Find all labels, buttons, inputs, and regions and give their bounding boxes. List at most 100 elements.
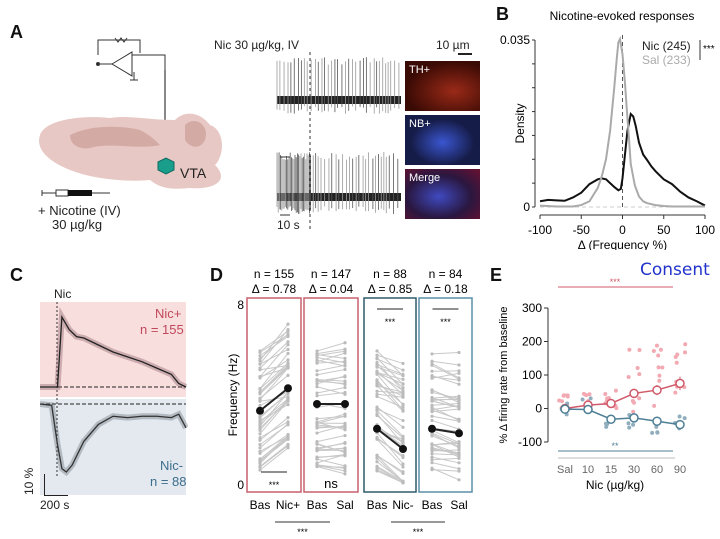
pair-point: [457, 407, 461, 411]
pair-point: [315, 385, 319, 389]
individual-point: [677, 414, 682, 419]
pair-point: [286, 435, 290, 439]
pair-point: [286, 420, 290, 424]
pair-point: [258, 357, 262, 361]
pair-line: [376, 466, 404, 484]
pair-line: [259, 445, 289, 468]
pair-point: [258, 436, 262, 440]
individual-point: [580, 397, 585, 402]
pair-point: [343, 446, 347, 450]
pair-line: [259, 421, 289, 439]
pair-point: [315, 442, 319, 446]
between-sig: ***: [413, 527, 424, 537]
pair-point: [375, 389, 379, 393]
individual-point: [614, 406, 619, 411]
pair-point: [315, 353, 319, 358]
x-tick-label: 0: [619, 223, 626, 237]
pair-point: [286, 366, 290, 370]
pair-line: [376, 371, 404, 380]
individual-point: [627, 425, 632, 430]
pair-point: [258, 390, 262, 394]
pair-point: [375, 349, 379, 353]
pair-point: [375, 378, 379, 382]
x-tick-label: -50: [573, 223, 591, 237]
pair-line: [259, 447, 289, 471]
x-tick-label: -100: [528, 223, 552, 237]
pair-point: [286, 351, 290, 356]
pair-point: [401, 425, 405, 429]
pair-point: [258, 422, 262, 426]
pair-point: [315, 421, 319, 425]
category-label: Nic-: [392, 498, 413, 512]
stim-label: Nic 30 µg/kg, IV: [214, 38, 299, 52]
pair-line: [259, 367, 289, 401]
pair-point: [286, 432, 290, 437]
pair-point: [430, 352, 434, 356]
pair-point: [258, 426, 262, 430]
pair-point: [286, 399, 290, 403]
pair-line: [316, 380, 346, 385]
pair-line: [259, 341, 289, 369]
pair-line: [376, 390, 404, 394]
pair-point: [430, 410, 434, 414]
pair-line: [376, 364, 404, 375]
pair-point: [258, 376, 262, 380]
syringe-icon: [41, 189, 110, 197]
pair-point: [343, 421, 347, 425]
pair-line: [316, 425, 346, 429]
pair-point: [457, 452, 461, 456]
pair-line: [259, 333, 289, 360]
pair-line: [316, 442, 346, 449]
group-n-label: n = 88: [373, 267, 407, 281]
pair-point: [430, 399, 434, 403]
chart-title: Nicotine-evoked responses: [550, 9, 695, 23]
pair-point: [430, 369, 434, 373]
pair-line: [259, 349, 289, 365]
nic-neg-background: [40, 399, 186, 495]
pair-line: [431, 415, 460, 422]
individual-point: [673, 354, 678, 359]
pair-point: [258, 403, 262, 408]
pair-point: [401, 455, 405, 460]
mean-point: [256, 406, 264, 415]
pair-point: [343, 364, 347, 368]
pair-line: [376, 372, 404, 392]
pair-point: [375, 465, 379, 470]
pair-point: [258, 449, 262, 453]
pair-line: [316, 415, 346, 424]
pair-line: [259, 417, 289, 441]
panel-letter-a: A: [10, 22, 23, 42]
pair-point: [401, 418, 405, 423]
pair-point: [401, 402, 405, 406]
y-scale-label-c: 10 %: [22, 467, 36, 495]
pair-line: [259, 444, 289, 467]
pair-line: [376, 385, 404, 412]
x-tick-label: 10: [582, 464, 594, 476]
pair-line: [316, 386, 346, 394]
pair-point: [401, 405, 405, 410]
group-n-label: n = 84: [429, 267, 463, 281]
individual-point: [557, 398, 562, 403]
pair-line: [431, 352, 460, 355]
nic-neg-n: n = 88: [150, 474, 187, 489]
pair-point: [401, 470, 405, 474]
pair-point: [258, 387, 262, 391]
chart-e: -100 0 100 200 300 % Δ firing rate from basel…: [498, 277, 688, 492]
pair-line: [431, 456, 460, 464]
individual-point: [657, 378, 662, 383]
individual-point: [657, 373, 662, 378]
panel-letter-b: B: [496, 4, 509, 24]
pair-line: [259, 404, 289, 421]
individual-point: [673, 390, 678, 395]
consent-button[interactable]: Consent: [640, 260, 710, 280]
mean-point: [652, 385, 662, 395]
category-label: Bas: [250, 498, 271, 512]
pair-point: [258, 446, 262, 450]
pair-line: [376, 385, 404, 393]
pair-point: [401, 393, 405, 397]
pair-point: [343, 356, 347, 360]
pair-line: [316, 354, 346, 359]
y-tick-label: 0: [523, 200, 530, 214]
pair-line: [376, 372, 404, 385]
pair-point: [315, 369, 319, 373]
